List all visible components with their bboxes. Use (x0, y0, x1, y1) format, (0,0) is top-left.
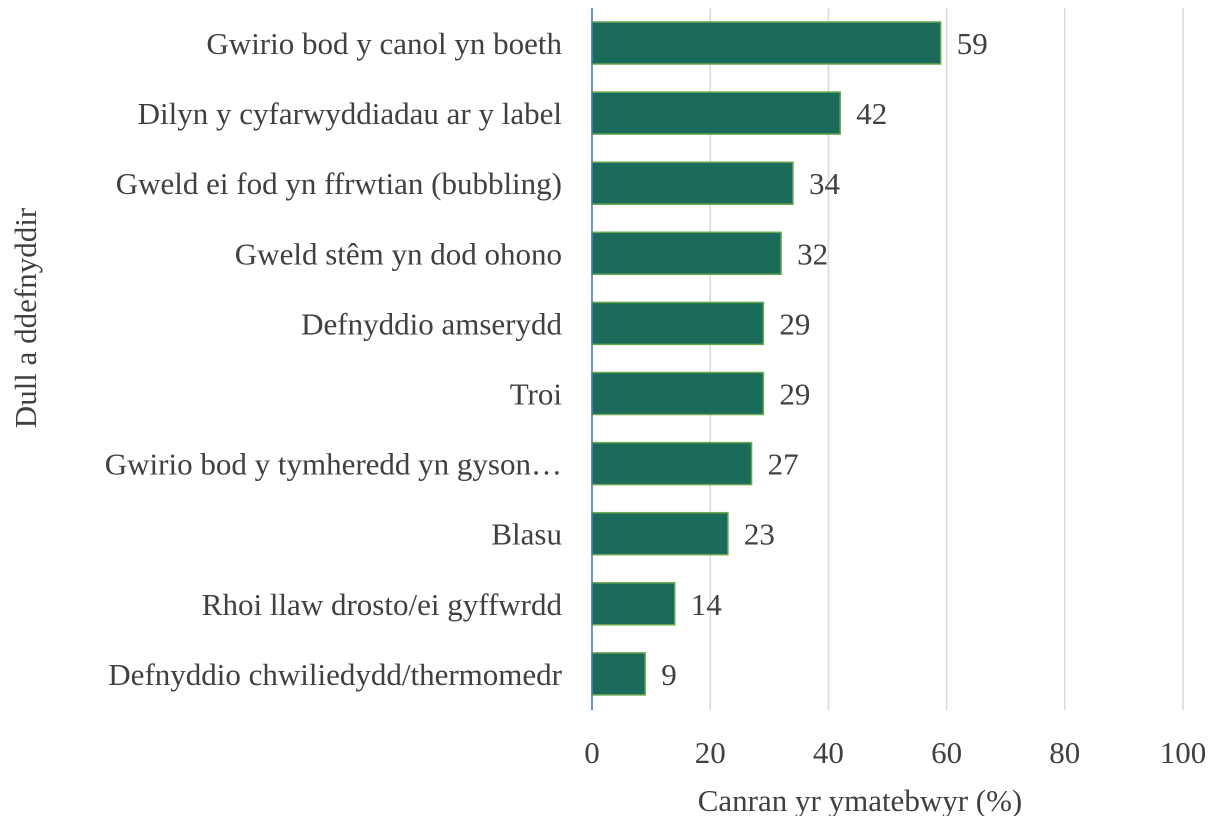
data-label: 34 (809, 166, 841, 201)
bar (591, 301, 765, 346)
bar (591, 21, 942, 65)
bar (591, 371, 765, 416)
data-label: 27 (768, 447, 799, 482)
category-label: Gweld ei fod yn ffrwtian (bubbling) (116, 166, 562, 201)
bar (591, 582, 676, 626)
data-label: 9 (661, 657, 677, 692)
data-label: 29 (779, 306, 810, 341)
category-label: Dilyn y cyfarwyddiadau ar y label (138, 96, 562, 131)
x-tick-label: 20 (695, 735, 726, 770)
x-axis-title: Canran yr ymatebwyr (%) (698, 783, 1023, 816)
category-label: Rhoi llaw drosto/ei gyffwrdd (202, 587, 563, 622)
category-label: Defnyddio chwiliedydd/thermomedr (108, 657, 562, 692)
x-tick-label: 80 (1049, 735, 1080, 770)
category-label: Defnyddio amserydd (301, 306, 562, 341)
bar (591, 441, 753, 486)
data-label: 32 (797, 236, 828, 271)
bars (591, 21, 942, 696)
x-tick-label: 40 (813, 735, 844, 770)
data-label: 29 (779, 377, 810, 412)
x-tick-label: 100 (1160, 735, 1207, 770)
category-label: Gweld stêm yn dod ohono (235, 236, 562, 271)
data-label: 59 (957, 26, 988, 61)
category-label: Gwirio bod y canol yn boeth (206, 26, 562, 61)
category-label: Blasu (491, 517, 562, 552)
data-label: 42 (856, 96, 887, 131)
y-axis-title: Dull a ddefnyddir (8, 207, 43, 428)
category-label: Gwirio bod y tymheredd yn gyson… (105, 447, 562, 482)
bar (591, 91, 841, 135)
data-label: 23 (744, 517, 775, 552)
bar (591, 652, 646, 696)
bar (591, 231, 782, 276)
labels: 0 20 40 60 80 100 59 Gwirio bod y canol yn boet… (105, 26, 1206, 770)
category-label: Troi (510, 377, 563, 412)
bar (591, 511, 729, 556)
data-label: 14 (691, 587, 723, 622)
bar (591, 161, 794, 205)
x-tick-label: 0 (584, 735, 600, 770)
x-tick-label: 60 (931, 735, 962, 770)
